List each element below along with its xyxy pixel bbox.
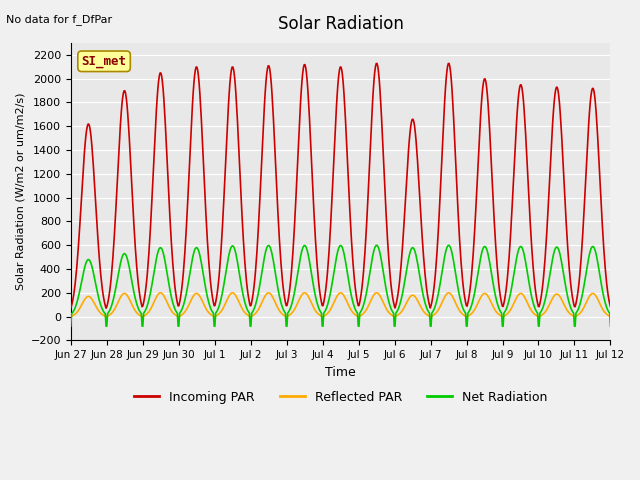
X-axis label: Time: Time bbox=[325, 366, 356, 379]
Text: SI_met: SI_met bbox=[81, 55, 127, 68]
Title: Solar Radiation: Solar Radiation bbox=[278, 15, 404, 33]
Text: No data for f_DfPar: No data for f_DfPar bbox=[6, 14, 113, 25]
Y-axis label: Solar Radiation (W/m2 or um/m2/s): Solar Radiation (W/m2 or um/m2/s) bbox=[15, 93, 25, 290]
Legend: Incoming PAR, Reflected PAR, Net Radiation: Incoming PAR, Reflected PAR, Net Radiati… bbox=[129, 385, 552, 408]
